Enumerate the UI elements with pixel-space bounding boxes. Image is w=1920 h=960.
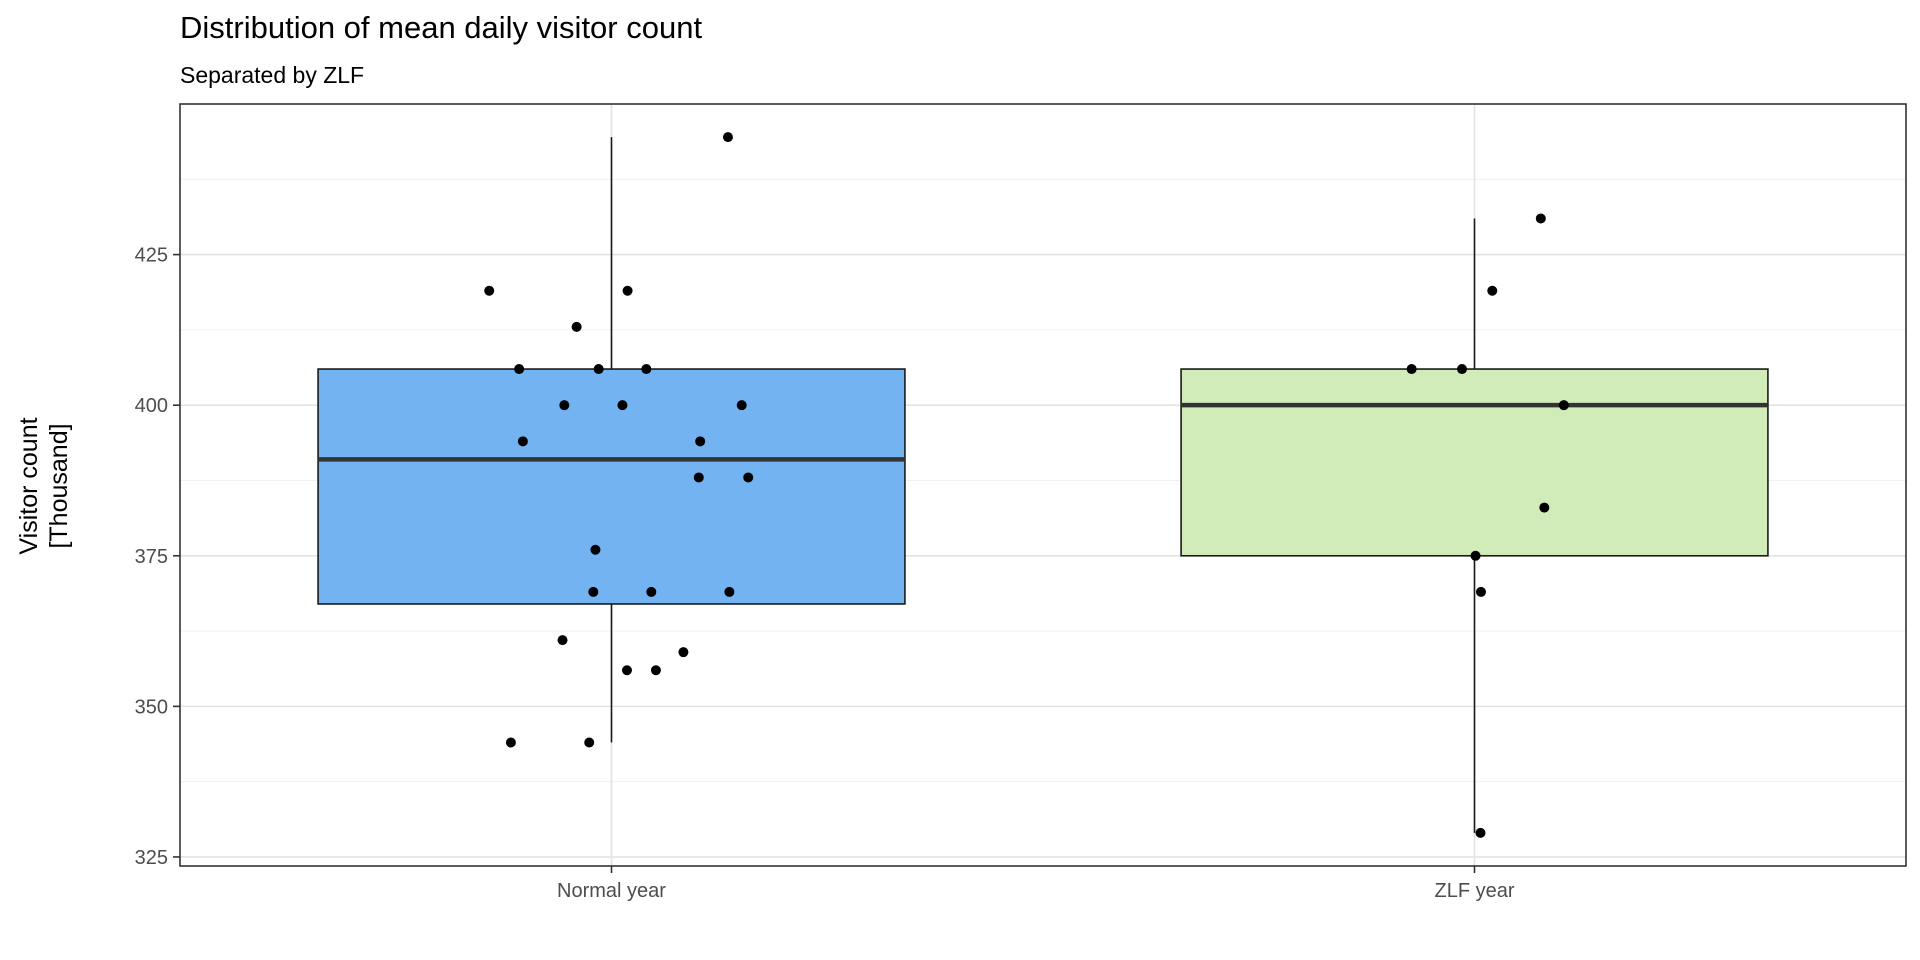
panel-border bbox=[179, 103, 1907, 867]
data-point bbox=[571, 321, 582, 332]
box-2 bbox=[1180, 368, 1769, 557]
data-point bbox=[590, 544, 601, 555]
data-point bbox=[1475, 827, 1486, 838]
data-point bbox=[650, 665, 661, 676]
data-point bbox=[1475, 586, 1486, 597]
data-point bbox=[505, 737, 516, 748]
data-point bbox=[559, 400, 570, 411]
data-point bbox=[1457, 364, 1468, 375]
data-point bbox=[678, 647, 689, 658]
data-point bbox=[484, 285, 495, 296]
data-point bbox=[621, 665, 632, 676]
chart-subtitle: Separated by ZLF bbox=[180, 62, 365, 88]
data-point bbox=[722, 132, 733, 143]
data-point bbox=[695, 436, 706, 447]
y-tick-label: 375 bbox=[135, 546, 168, 568]
data-point bbox=[514, 364, 525, 375]
chart-title: Distribution of mean daily visitor count bbox=[180, 10, 703, 45]
data-point bbox=[1487, 285, 1498, 296]
data-point bbox=[1539, 502, 1550, 513]
y-tick-label: 425 bbox=[135, 245, 168, 267]
data-point bbox=[736, 400, 747, 411]
y-tick-label: 350 bbox=[135, 696, 168, 718]
x-tick-label: Normal year bbox=[557, 880, 666, 902]
data-point bbox=[557, 635, 568, 646]
data-point bbox=[593, 364, 604, 375]
data-point bbox=[584, 737, 595, 748]
y-tick-label: 325 bbox=[135, 847, 168, 869]
data-point bbox=[641, 364, 652, 375]
data-point bbox=[1558, 400, 1569, 411]
data-point bbox=[588, 586, 599, 597]
data-point bbox=[646, 586, 657, 597]
data-point bbox=[622, 285, 633, 296]
data-point bbox=[693, 472, 704, 483]
data-point bbox=[517, 436, 528, 447]
x-tick-label: ZLF year bbox=[1434, 880, 1514, 902]
data-point bbox=[724, 586, 735, 597]
data-point bbox=[617, 400, 628, 411]
data-point bbox=[1535, 213, 1546, 224]
data-point bbox=[1406, 364, 1417, 375]
box-1 bbox=[317, 368, 906, 605]
data-point bbox=[743, 472, 754, 483]
data-point bbox=[1470, 550, 1481, 561]
y-tick-label: 400 bbox=[135, 395, 168, 417]
